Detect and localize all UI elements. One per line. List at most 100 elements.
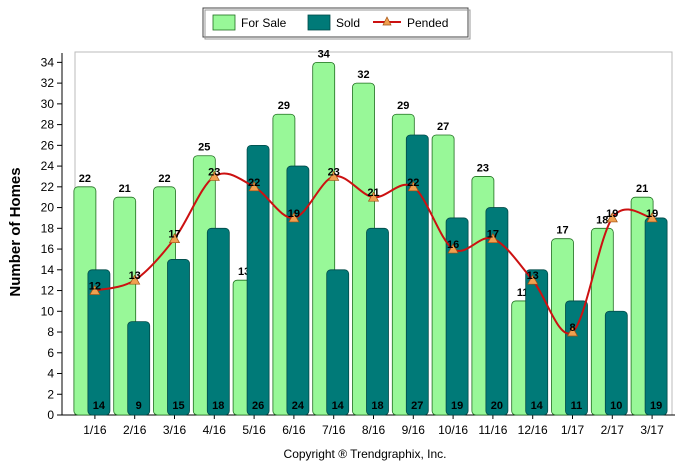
y-tick-label: 18 (41, 221, 55, 235)
data-label-sold: 11 (571, 400, 583, 412)
bar-sold (87, 269, 111, 416)
y-tick-label: 12 (41, 284, 55, 298)
x-tick-label: 1/17 (561, 423, 585, 437)
data-label-pended: 17 (487, 229, 499, 241)
legend-label-pended: Pended (407, 16, 448, 30)
data-label-pended: 17 (168, 229, 180, 241)
data-label-sold: 14 (93, 400, 106, 412)
pended-marker (208, 170, 220, 181)
data-label-for-sale: 11 (517, 287, 529, 299)
y-tick-label: 22 (41, 180, 55, 194)
y-tick-label: 2 (47, 387, 54, 401)
pended-marker (566, 326, 579, 337)
y-tick-label: 0 (47, 408, 54, 422)
data-label-sold: 18 (212, 400, 224, 412)
x-tick-label: 9/16 (402, 423, 426, 437)
x-tick-label: 6/16 (282, 423, 306, 437)
data-label-sold: 24 (292, 400, 305, 412)
data-label-sold: 15 (172, 400, 184, 412)
data-label-sold: 27 (411, 400, 423, 412)
bar-sold (167, 259, 190, 416)
bar-sold (485, 207, 509, 416)
data-label-for-sale: 23 (477, 162, 489, 174)
legend-box (202, 7, 469, 38)
data-label-sold: 19 (451, 400, 463, 412)
x-tick-label: 5/16 (242, 423, 266, 437)
legend-swatch-sold (307, 14, 331, 31)
pended-marker (407, 181, 419, 192)
bar-sold (366, 227, 389, 416)
data-label-sold: 18 (371, 400, 383, 412)
bar-sold (127, 321, 151, 416)
bar-sold (565, 300, 588, 416)
x-tick-label: 7/16 (322, 423, 346, 437)
data-label-sold: 10 (610, 400, 622, 412)
y-axis-label: Number of Homes (7, 167, 24, 296)
bar-sold (286, 165, 310, 416)
data-label-sold: 14 (531, 400, 544, 412)
x-tick-label: 10/16 (438, 423, 468, 437)
y-tick-label: 8 (47, 325, 54, 339)
bar-sold (525, 269, 549, 416)
data-label-sold: 9 (136, 400, 142, 412)
data-label-sold: 14 (332, 400, 345, 412)
x-tick-label: 4/16 (203, 423, 227, 437)
data-label-for-sale: 29 (278, 100, 290, 112)
pended-marker (248, 181, 260, 192)
data-label-for-sale: 29 (397, 100, 409, 112)
legend-label-for-sale: For Sale (241, 16, 287, 30)
data-label-for-sale: 27 (437, 121, 449, 133)
pended-marker (367, 191, 380, 202)
pended-marker (606, 212, 618, 223)
data-label-pended: 22 (407, 177, 419, 189)
bar-sold (246, 144, 270, 416)
pended-marker (129, 274, 141, 285)
x-tick-label: 11/16 (478, 423, 507, 437)
legend-swatch-for-sale (212, 14, 236, 31)
y-tick-label: 14 (41, 263, 55, 277)
x-tick-label: 2/17 (601, 423, 625, 437)
data-label-for-sale: 17 (556, 225, 568, 237)
data-label-pended: 13 (129, 270, 141, 282)
data-label-for-sale: 25 (198, 142, 210, 154)
pended-marker (168, 232, 181, 244)
x-tick-label: 12/16 (518, 423, 548, 437)
bar-sold (445, 217, 469, 416)
y-tick-label: 20 (41, 201, 55, 215)
y-tick-label: 32 (41, 76, 55, 90)
data-label-pended: 8 (569, 322, 575, 334)
legend-label-sold: Sold (336, 16, 360, 30)
pended-marker (328, 170, 340, 181)
data-label-pended: 23 (328, 166, 340, 178)
data-label-pended: 21 (367, 187, 379, 199)
y-tick-label: 16 (41, 242, 55, 256)
pended-marker (288, 212, 300, 223)
x-tick-label: 3/17 (640, 423, 664, 437)
copyright-text: Copyright ® Trendgraphix, Inc. (284, 447, 447, 461)
legend-shadow (204, 9, 471, 40)
bar-sold (604, 310, 628, 416)
pended-marker (527, 274, 539, 285)
y-tick-label: 30 (41, 97, 55, 111)
data-label-for-sale: 32 (357, 69, 369, 81)
y-tick-label: 28 (41, 118, 55, 132)
data-label-sold: 19 (650, 400, 662, 412)
data-label-sold: 26 (252, 400, 264, 412)
legend-swatch-pended-marker (382, 16, 392, 26)
pended-marker (646, 212, 658, 223)
bar-sold (206, 227, 230, 416)
legend: For Sale Sold Pended (202, 7, 471, 40)
pended-marker (487, 232, 499, 244)
data-label-for-sale: 21 (636, 183, 648, 195)
data-label-for-sale: 22 (79, 173, 91, 185)
y-tick-label: 10 (41, 304, 55, 318)
data-label-for-sale: 22 (158, 173, 170, 185)
data-label-pended: 19 (288, 208, 300, 220)
data-label-for-sale: 21 (119, 183, 131, 195)
data-label-pended: 13 (527, 270, 539, 282)
y-tick-label: 34 (41, 55, 55, 69)
x-tick-label: 8/16 (362, 423, 386, 437)
bar-sold (405, 134, 429, 416)
